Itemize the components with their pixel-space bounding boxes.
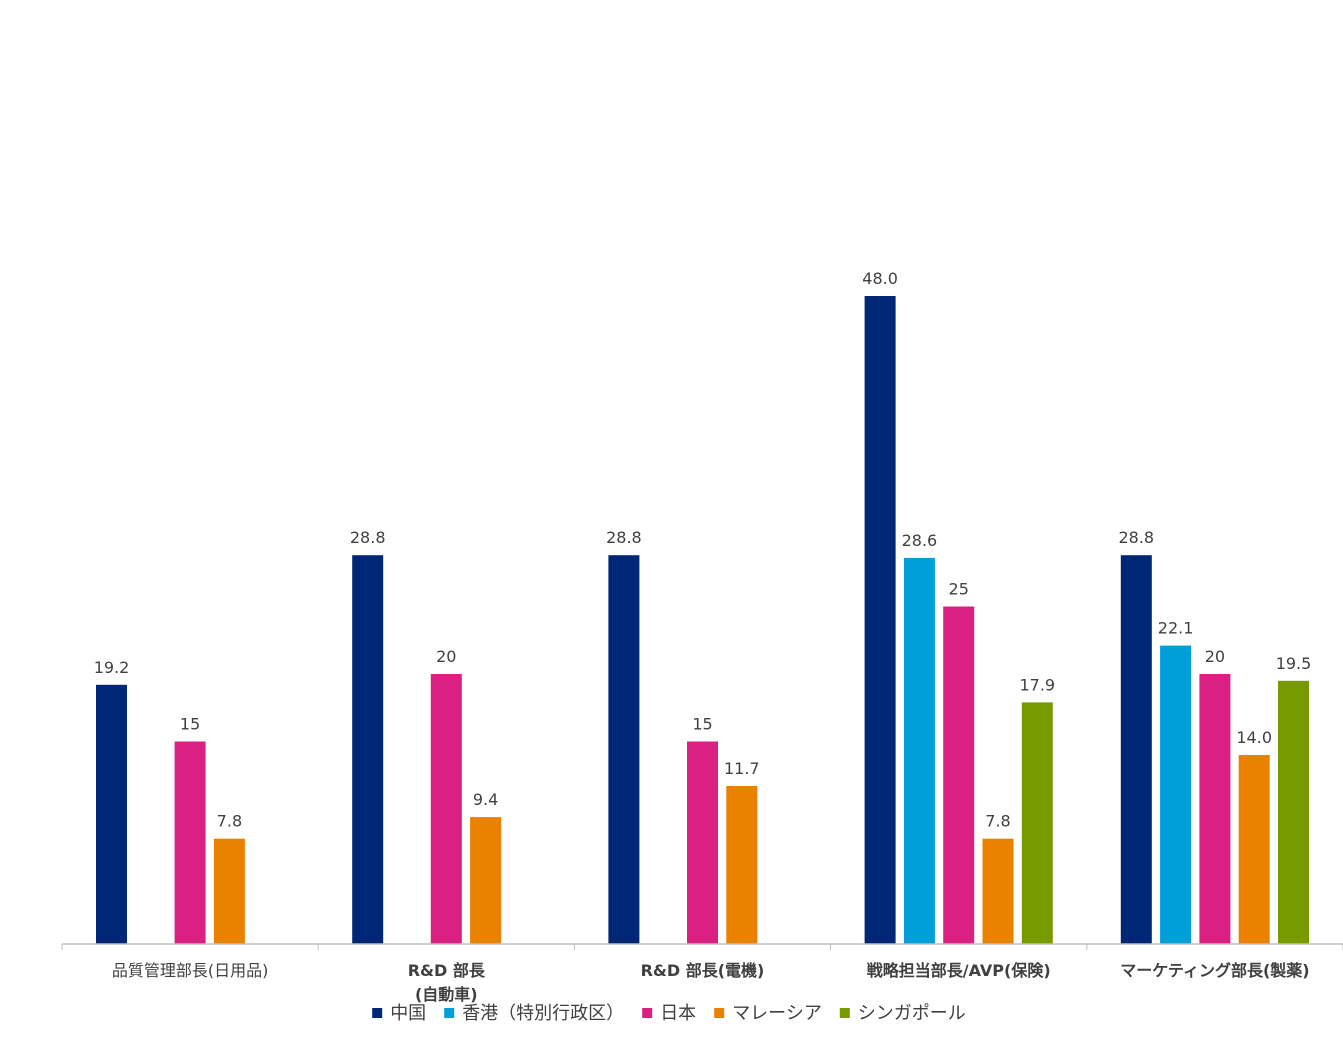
data-label: 11.7 bbox=[724, 759, 760, 778]
legend[interactable]: 中国 香港（特別行政区） 日本 マレーシア シンガポール bbox=[372, 1003, 966, 1024]
data-label: 15 bbox=[692, 715, 712, 734]
category-label: 品質管理部長(日用品) bbox=[112, 961, 269, 980]
data-label: 19.2 bbox=[94, 658, 130, 677]
data-label: 14.0 bbox=[1236, 728, 1272, 747]
bar[interactable] bbox=[352, 555, 384, 944]
bar[interactable] bbox=[1160, 645, 1192, 944]
bar[interactable] bbox=[470, 817, 502, 944]
data-label: 7.8 bbox=[217, 812, 242, 831]
category-labels-group: 品質管理部長(日用品) R&D 部長 (自動車) R&D 部長(電機) 戦略担当部長/A… bbox=[112, 961, 1310, 1004]
category-label: (自動車) bbox=[415, 985, 478, 1004]
category-label: R&D 部長 bbox=[408, 961, 486, 980]
bar[interactable] bbox=[943, 606, 975, 945]
legend-swatch bbox=[444, 1008, 455, 1018]
legend-item[interactable]: 中国 bbox=[372, 1003, 426, 1024]
legend-label: 香港（特別行政区） bbox=[462, 1003, 624, 1024]
legend-label: シンガポール bbox=[858, 1003, 966, 1024]
bar[interactable] bbox=[96, 684, 127, 944]
data-label: 28.8 bbox=[350, 528, 386, 547]
data-label: 28.8 bbox=[606, 528, 642, 547]
category-label: 戦略担当部長/AVP(保険) bbox=[867, 961, 1051, 980]
bar[interactable] bbox=[1238, 755, 1270, 944]
legend-label: 中国 bbox=[390, 1003, 426, 1024]
data-label: 28.8 bbox=[1118, 528, 1154, 547]
data-label: 20 bbox=[436, 647, 456, 666]
bar[interactable] bbox=[430, 674, 462, 944]
legend-item[interactable]: 日本 bbox=[642, 1003, 696, 1024]
data-label: 48.0 bbox=[862, 269, 898, 288]
legend-label: 日本 bbox=[660, 1003, 696, 1024]
legend-item[interactable]: シンガポール bbox=[839, 1003, 966, 1024]
data-label: 19.5 bbox=[1276, 654, 1312, 673]
legend-swatch bbox=[714, 1008, 725, 1018]
legend-swatch bbox=[372, 1008, 383, 1018]
bar[interactable] bbox=[1278, 680, 1309, 945]
data-label: 9.4 bbox=[473, 790, 498, 809]
data-label: 17.9 bbox=[1019, 675, 1055, 694]
data-label: 20 bbox=[1205, 647, 1225, 666]
legend-swatch bbox=[642, 1008, 653, 1018]
category-label: R&D 部長(電機) bbox=[641, 961, 765, 980]
data-label: 7.8 bbox=[985, 812, 1010, 831]
data-label: 28.6 bbox=[902, 531, 938, 550]
value-labels-group: 19.2 15 7.8 28.8 20 9.4 28.8 15 11.7 48.0 28.6 25 7.… bbox=[94, 269, 1312, 831]
legend-swatch bbox=[839, 1008, 850, 1018]
legend-label: マレーシア bbox=[732, 1003, 822, 1024]
data-label: 22.1 bbox=[1158, 619, 1194, 638]
bar[interactable] bbox=[213, 838, 245, 944]
bar[interactable] bbox=[1120, 555, 1152, 944]
bar[interactable] bbox=[864, 296, 896, 944]
bar[interactable] bbox=[982, 838, 1014, 944]
bar[interactable] bbox=[1021, 702, 1053, 944]
bar[interactable] bbox=[903, 557, 935, 944]
bar[interactable] bbox=[174, 741, 206, 945]
legend-item[interactable]: マレーシア bbox=[714, 1003, 822, 1024]
bar[interactable] bbox=[687, 741, 718, 945]
bar[interactable] bbox=[608, 555, 640, 944]
category-label: マーケティング部長(製薬) bbox=[1120, 961, 1309, 980]
bars-group bbox=[96, 296, 1309, 945]
x-axis-ticks bbox=[61, 944, 1343, 950]
data-label: 15 bbox=[180, 715, 200, 734]
legend-item[interactable]: 香港（特別行政区） bbox=[444, 1003, 624, 1024]
bar[interactable] bbox=[726, 786, 758, 944]
bar[interactable] bbox=[1199, 674, 1231, 944]
data-label: 25 bbox=[949, 580, 969, 599]
